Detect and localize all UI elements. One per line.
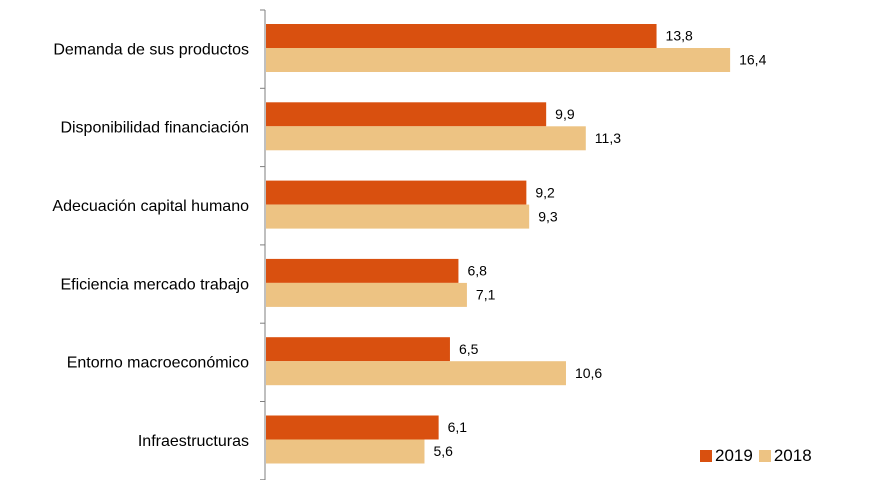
y-axis <box>260 9 266 480</box>
bar-2019 <box>266 415 439 440</box>
legend-swatch-2019 <box>700 450 712 462</box>
bar-2019 <box>266 180 527 205</box>
value-label: 6,1 <box>448 419 468 435</box>
value-label: 10,6 <box>575 365 602 381</box>
value-label: 6,8 <box>467 263 487 279</box>
category-label: Disponibilidad financiación <box>60 120 249 137</box>
legend-item-2019: 2019 <box>700 446 753 466</box>
value-label: 7,1 <box>476 287 496 303</box>
category-label: Eficiencia mercado trabajo <box>60 276 249 293</box>
value-label: 16,4 <box>739 52 766 68</box>
bar-2019 <box>266 102 547 127</box>
category-label: Adecuación capital humano <box>52 198 249 215</box>
value-label: 5,6 <box>433 443 453 459</box>
bar-2019 <box>266 337 450 362</box>
legend-item-2018: 2018 <box>758 446 812 466</box>
value-label: 9,2 <box>535 184 555 200</box>
legend-swatch-2018 <box>758 450 771 462</box>
labels: Demanda de sus productos 13,8 16,4 Disponib… <box>52 28 766 460</box>
legend: 2019 2018 <box>700 446 818 466</box>
value-label: 13,8 <box>666 28 693 44</box>
category-label: Entorno macroeconómico <box>67 355 249 372</box>
value-label: 11,3 <box>595 130 621 146</box>
bar-2018 <box>266 439 425 464</box>
legend-label-2018: 2018 <box>773 446 812 465</box>
bar-2019 <box>266 258 459 283</box>
value-label: 9,9 <box>555 106 575 122</box>
bar-2018 <box>266 48 731 72</box>
bar-2018 <box>266 126 586 151</box>
legend-label-2019: 2019 <box>715 446 753 465</box>
category-label: Infraestructuras <box>138 433 249 450</box>
bar-2019 <box>266 24 657 48</box>
value-label: 6,5 <box>459 341 479 357</box>
value-label: 9,3 <box>538 208 558 224</box>
bar-2018 <box>266 204 530 229</box>
bar-2018 <box>266 282 467 307</box>
bar-2018 <box>266 361 566 386</box>
category-label: Demanda de sus productos <box>53 41 249 58</box>
bars <box>266 24 731 464</box>
